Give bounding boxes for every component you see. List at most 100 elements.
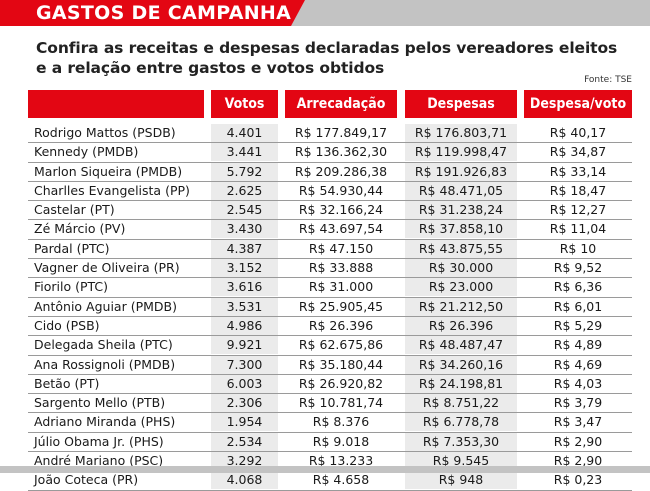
header-votos: Votos: [211, 90, 278, 118]
expense-per-vote-cell: R$ 4,69: [553, 356, 603, 372]
expense-per-vote-cell: R$ 3,79: [553, 395, 603, 411]
table-row: Antônio Aguiar (PMDB) 3.531 R$ 25.905,45 R$…: [28, 297, 632, 317]
revenue-cell: R$ 43.697,54: [298, 221, 384, 237]
expense-per-vote-cell: R$ 33,14: [549, 163, 607, 179]
expenses-cell: R$ 37.858,10: [405, 220, 517, 239]
expenses-cell: R$ 34.260,16: [405, 355, 517, 374]
table-row: Fiorilo (PTC) 3.616 R$ 31.000 R$ 23.000 R$ 6…: [28, 278, 632, 298]
revenue-cell: R$ 25.905,45: [298, 298, 384, 314]
expense-per-vote-cell: R$ 2,90: [553, 433, 603, 449]
expenses-cell: R$ 43.875,55: [405, 239, 517, 258]
expense-per-vote-cell: R$ 12,27: [549, 202, 607, 218]
bottom-bar: [0, 466, 650, 473]
candidate-name: Ana Rossignoli (PMDB): [34, 356, 176, 372]
table-body: Rodrigo Mattos (PSDB) 4.401 R$ 177.849,17 R…: [28, 124, 632, 491]
table-row: Cido (PSB) 4.986 R$ 26.396 R$ 26.396 R$ 5,29: [28, 316, 632, 337]
expense-per-vote-cell: R$ 2,90: [553, 453, 603, 469]
revenue-cell: R$ 33.888: [308, 260, 374, 276]
table-row: Delegada Sheila (PTC) 9.921 R$ 62.675,86 R$…: [28, 336, 632, 356]
votes-cell: 7.300: [211, 355, 278, 374]
expenses-cell: R$ 21.212,50: [405, 297, 517, 316]
votes-cell: 9.921: [211, 336, 278, 355]
revenue-cell: R$ 26.396: [308, 317, 374, 333]
table-row: Júlio Obama Jr. (PHS) 2.534 R$ 9.018 R$ 7.3…: [28, 432, 632, 453]
candidate-name: Charlles Evangelista (PP): [34, 182, 190, 198]
source-note: Fonte: TSE: [584, 75, 632, 85]
header-name-column: [28, 90, 204, 118]
expenses-cell: R$ 31.238,24: [405, 201, 517, 220]
expenses-cell: R$ 48.487,47: [405, 336, 517, 355]
votes-cell: 3.616: [211, 278, 278, 297]
revenue-cell: R$ 209.286,38: [294, 163, 388, 179]
candidate-name: Kennedy (PMDB): [34, 144, 139, 160]
header-despesas: Despesas: [405, 90, 517, 118]
expenses-cell: R$ 176.803,71: [405, 124, 517, 142]
table-row: Adriano Miranda (PHS) 1.954 R$ 8.376 R$ 6.7…: [28, 413, 632, 433]
expenses-cell: R$ 9.545: [405, 452, 517, 471]
table-row: Kennedy (PMDB) 3.441 R$ 136.362,30 R$ 119.9…: [28, 143, 632, 163]
candidate-name: Pardal (PTC): [34, 240, 110, 256]
votes-cell: 3.430: [211, 220, 278, 239]
expenses-cell: R$ 119.998,47: [405, 143, 517, 162]
votes-cell: 2.534: [211, 432, 278, 451]
candidate-name: Júlio Obama Jr. (PHS): [34, 433, 164, 449]
candidate-name: Cido (PSB): [34, 317, 100, 333]
votes-cell: 2.306: [211, 394, 278, 413]
expense-per-vote-cell: R$ 10: [559, 240, 597, 256]
candidate-name: Castelar (PT): [34, 202, 115, 218]
page-subtitle: Confira as receitas e despesas declarada…: [36, 39, 618, 77]
expense-per-vote-cell: R$ 34,87: [549, 144, 607, 160]
revenue-cell: R$ 31.000: [308, 279, 374, 295]
revenue-cell: R$ 35.180,44: [298, 356, 384, 372]
candidate-name: Rodrigo Mattos (PSDB): [34, 125, 176, 140]
revenue-cell: R$ 62.675,86: [298, 337, 384, 353]
title-tab: [0, 0, 305, 26]
table-row: Sargento Mello (PTB) 2.306 R$ 10.781,74 R$ …: [28, 394, 632, 414]
expenses-cell: R$ 191.926,83: [405, 162, 517, 181]
revenue-cell: R$ 47.150: [308, 240, 374, 256]
candidate-name: João Coteca (PR): [34, 472, 139, 488]
revenue-cell: R$ 4.658: [312, 472, 370, 488]
page-title: GASTOS DE CAMPANHA: [36, 2, 292, 24]
votes-cell: 3.152: [211, 259, 278, 278]
revenue-cell: R$ 32.166,24: [298, 202, 384, 218]
candidate-name: André Mariano (PSC): [34, 453, 164, 469]
votes-cell: 2.625: [211, 181, 278, 200]
candidate-name: Marlon Siqueira (PMDB): [34, 163, 183, 179]
header-arrecadacao: Arrecadação: [285, 90, 397, 118]
votes-cell: 3.441: [211, 143, 278, 162]
candidate-name: Vagner de Oliveira (PR): [34, 260, 180, 276]
votes-cell: 6.003: [211, 374, 278, 393]
expense-per-vote-cell: R$ 9,52: [553, 260, 603, 276]
table-row: Castelar (PT) 2.545 R$ 32.166,24 R$ 31.238,…: [28, 201, 632, 221]
header-despesa-voto: Despesa/voto: [524, 90, 632, 118]
table-row: João Coteca (PR) 4.068 R$ 4.658 R$ 948 R$ 0,…: [28, 471, 632, 491]
candidate-name: Zé Márcio (PV): [34, 221, 126, 237]
expenses-cell: R$ 23.000: [405, 278, 517, 297]
votes-cell: 4.068: [211, 471, 278, 490]
expense-per-vote-cell: R$ 6,36: [553, 279, 603, 295]
expenses-cell: R$ 30.000: [405, 259, 517, 278]
table-row: Marlon Siqueira (PMDB) 5.792 R$ 209.286,38…: [28, 162, 632, 182]
table-row: Betão (PT) 6.003 R$ 26.920,82 R$ 24.198,81 R…: [28, 374, 632, 395]
expenses-cell: R$ 7.353,30: [405, 432, 517, 451]
candidate-name: Adriano Miranda (PHS): [34, 414, 176, 430]
revenue-cell: R$ 26.920,82: [298, 375, 384, 391]
votes-cell: 4.401: [211, 124, 278, 142]
candidate-name: Fiorilo (PTC): [34, 279, 109, 295]
votes-cell: 3.292: [211, 452, 278, 471]
votes-cell: 2.545: [211, 201, 278, 220]
revenue-cell: R$ 54.930,44: [298, 182, 384, 198]
table-row: Ana Rossignoli (PMDB) 7.300 R$ 35.180,44 R$…: [28, 355, 632, 375]
expense-per-vote-cell: R$ 0,23: [553, 472, 603, 488]
expense-per-vote-cell: R$ 3,47: [553, 414, 603, 430]
votes-cell: 5.792: [211, 162, 278, 181]
expenses-cell: R$ 48.471,05: [405, 181, 517, 200]
expense-per-vote-cell: R$ 6,01: [553, 298, 603, 314]
revenue-cell: R$ 13.233: [308, 453, 374, 469]
candidate-name: Delegada Sheila (PTC): [34, 337, 173, 353]
candidate-name: Betão (PT): [34, 375, 100, 391]
revenue-cell: R$ 8.376: [312, 414, 370, 430]
expenses-cell: R$ 948: [405, 471, 517, 490]
expense-per-vote-cell: R$ 4,89: [553, 337, 603, 353]
